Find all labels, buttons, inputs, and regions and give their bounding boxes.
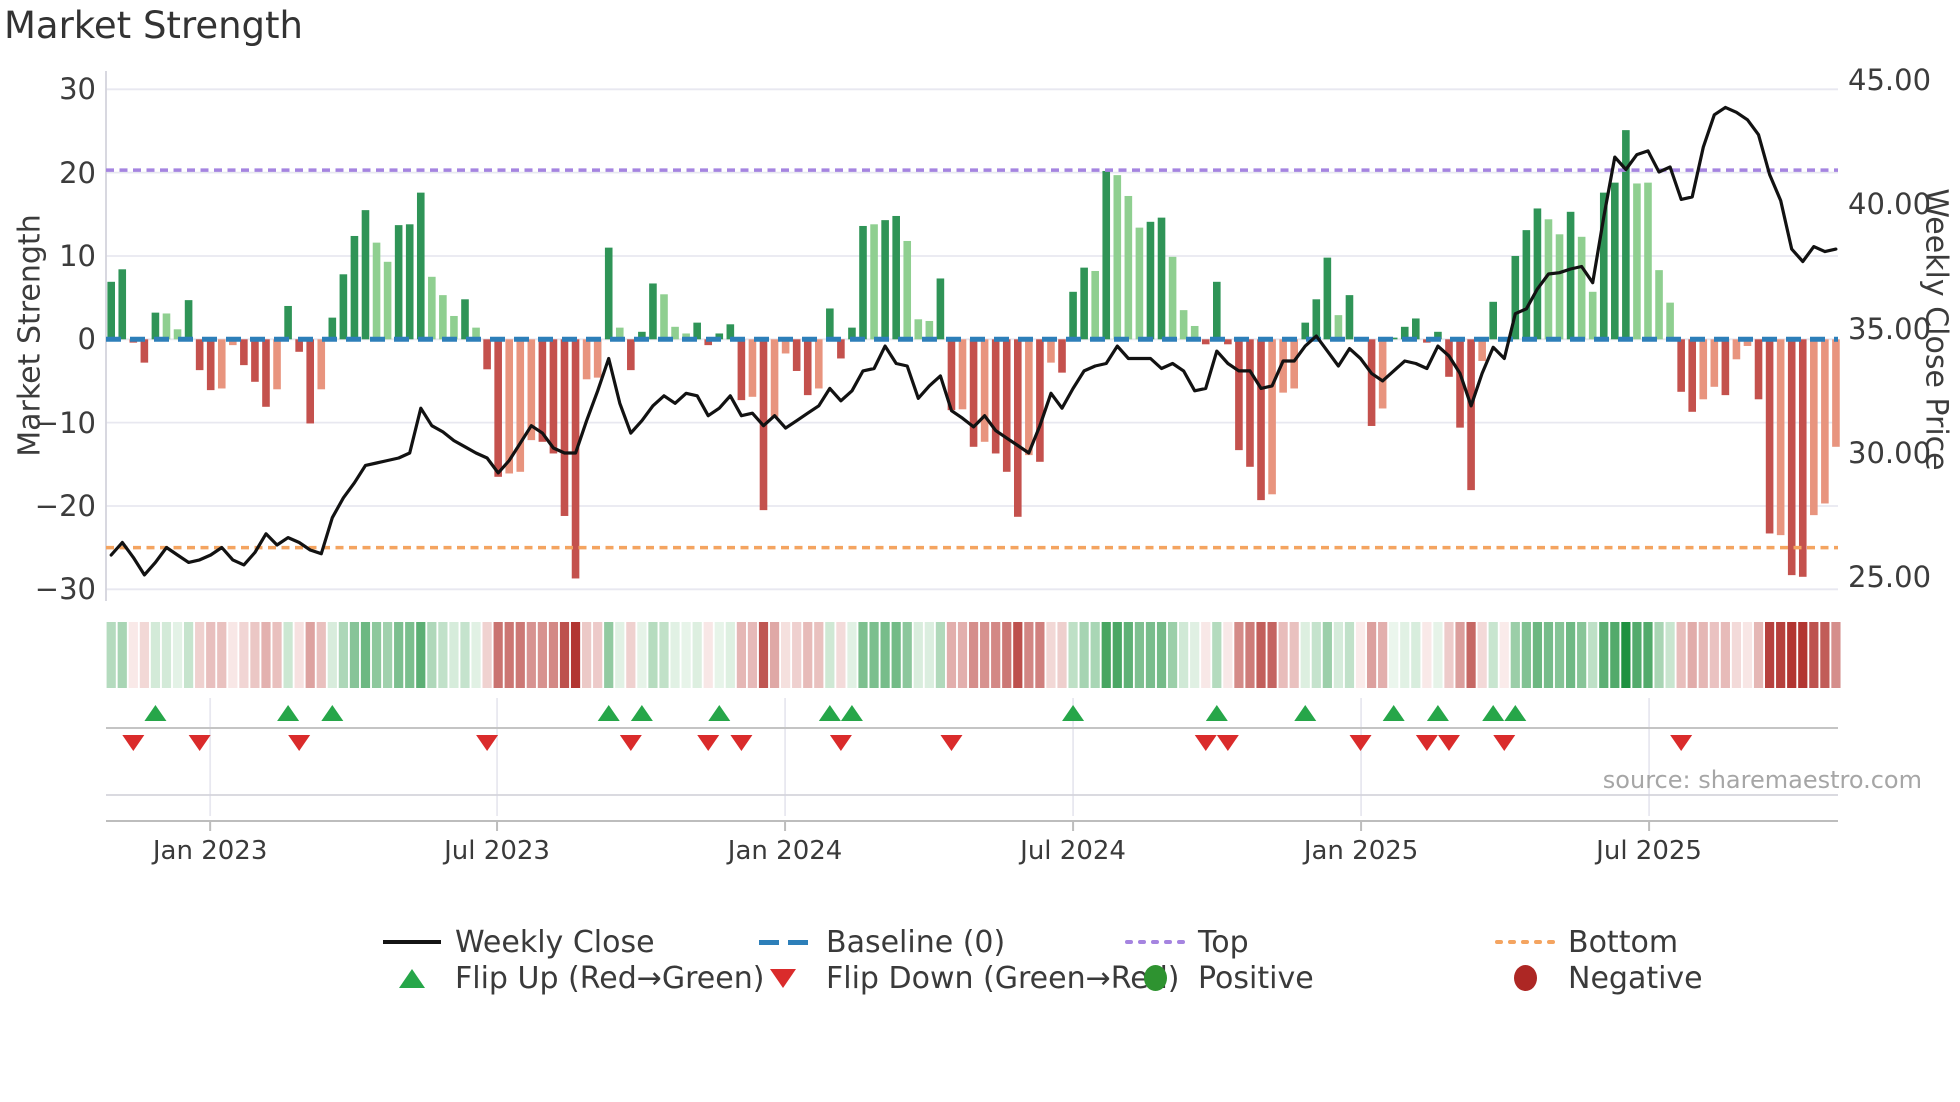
negative-dot-icon xyxy=(1494,965,1556,991)
bottom-dots-icon xyxy=(1494,940,1556,944)
right-tick-30: 30.00 xyxy=(1848,436,1932,470)
legend-item-flip-up: Flip Up (Red→Green) xyxy=(381,960,764,996)
strength-heatmap-strip xyxy=(106,622,1841,688)
left-tick--20: −20 xyxy=(34,488,96,523)
x-tick-jul-2024: Jul 2024 xyxy=(1020,836,1126,866)
left-tick-10: 10 xyxy=(59,238,96,273)
weekly-close-line xyxy=(109,105,1838,577)
positive-dot-icon xyxy=(1124,965,1186,991)
x-tick-jul-2025: Jul 2025 xyxy=(1596,836,1702,866)
baseline-dash-icon xyxy=(752,939,814,945)
legend-item-bottom: Bottom xyxy=(1494,924,1678,960)
x-tick-jan-2025: Jan 2025 xyxy=(1303,836,1419,866)
weekly-close-line-icon xyxy=(381,940,443,944)
page-title: Market Strength xyxy=(4,4,303,47)
reference-lines xyxy=(106,168,1838,550)
x-tick-jan-2024: Jan 2024 xyxy=(727,836,843,866)
left-tick-30: 30 xyxy=(59,72,96,107)
legend-item-flip-down: Flip Down (Green→Red) xyxy=(752,960,1179,996)
right-tick-45: 45.00 xyxy=(1848,63,1932,97)
top-dots-icon xyxy=(1124,940,1186,944)
left-tick--10: −10 xyxy=(34,405,96,440)
x-tick-jan-2023: Jan 2023 xyxy=(152,836,268,866)
legend-item-top: Top xyxy=(1124,924,1249,960)
right-tick-35: 35.00 xyxy=(1848,311,1932,346)
strength-bars xyxy=(107,130,1840,579)
legend-item-weekly-close: Weekly Close xyxy=(381,924,655,960)
axis-lines xyxy=(106,794,1838,831)
flip-down-triangle-icon xyxy=(752,968,814,988)
x-tick-jul-2023: Jul 2023 xyxy=(444,836,550,866)
source-note: source: sharemaestro.com xyxy=(1602,766,1922,794)
legend-item-baseline: Baseline (0) xyxy=(752,924,1005,960)
left-tick--30: −30 xyxy=(34,572,96,607)
right-tick-40: 40.00 xyxy=(1848,187,1932,222)
legend-item-negative: Negative xyxy=(1494,960,1703,996)
flip-markers-panel xyxy=(106,698,1838,816)
left-tick-0: 0 xyxy=(77,322,96,357)
legend-item-positive: Positive xyxy=(1124,960,1314,996)
left-tick-20: 20 xyxy=(59,155,96,190)
right-tick-25: 25.00 xyxy=(1848,560,1932,595)
flip-up-triangle-icon xyxy=(381,968,443,988)
